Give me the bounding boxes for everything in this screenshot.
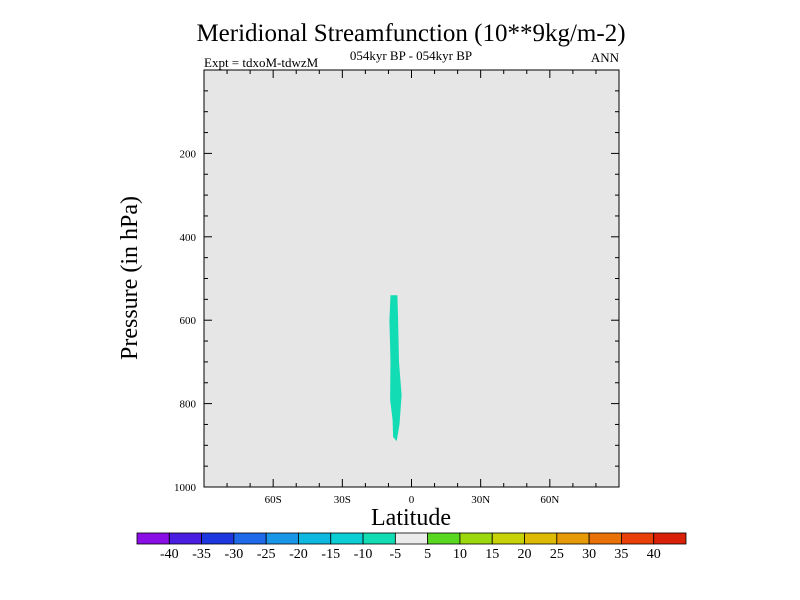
- colorbar-swatch: [201, 532, 235, 545]
- colorbar-swatch: [136, 532, 170, 545]
- colorbar-label: -15: [321, 547, 340, 562]
- colorbar-swatch: [556, 532, 590, 545]
- colorbar-swatch: [459, 532, 493, 545]
- colorbar-swatch: [362, 532, 396, 545]
- colorbar-swatch: [233, 532, 267, 545]
- contour-region: [389, 295, 402, 442]
- colorbar-label: -40: [160, 547, 179, 562]
- colorbar-label: 15: [485, 547, 499, 562]
- colorbar-swatch: [168, 532, 202, 545]
- y-tick-label: 400: [180, 232, 197, 244]
- colorbar-swatch: [330, 532, 364, 545]
- colorbar-swatch: [394, 532, 429, 545]
- y-tick-label: 600: [180, 315, 197, 327]
- x-tick-label: 60N: [540, 494, 559, 506]
- x-tick-label: 30N: [471, 494, 490, 506]
- colorbar-label: 40: [647, 547, 661, 562]
- colorbar-label: -35: [192, 547, 211, 562]
- y-tick-label: 200: [180, 148, 197, 160]
- colorbar-swatch: [265, 532, 299, 545]
- colorbar-swatch: [427, 532, 461, 545]
- colorbar-label: -5: [390, 547, 402, 562]
- contour-regions: [389, 295, 402, 442]
- colorbar-label: -30: [225, 547, 244, 562]
- tick-labels: 60S 30S 0 30N 60N 200 400 600 800 1000: [174, 148, 559, 506]
- y-axis-label: Pressure (in hPa): [117, 196, 143, 360]
- x-tick-label: 30S: [334, 494, 351, 506]
- colorbar-swatch: [524, 532, 558, 545]
- colorbar-label: 35: [614, 547, 628, 562]
- axis-ticks: [204, 70, 619, 488]
- x-tick-label: 0: [409, 494, 415, 506]
- colorbar-swatch: [653, 532, 687, 545]
- colorbar-label: -25: [257, 547, 276, 562]
- colorbar-label: 5: [424, 547, 431, 562]
- colorbar-swatch: [621, 532, 655, 545]
- chart-subtitle: 054kyr BP - 054kyr BP: [350, 48, 472, 63]
- x-axis-label: Latitude: [371, 505, 451, 531]
- colorbar-label: -20: [289, 547, 308, 562]
- colorbar-swatch: [491, 532, 525, 545]
- colorbar-swatch: [298, 532, 332, 545]
- y-tick-label: 800: [180, 399, 197, 411]
- experiment-label: Expt = tdxoM-tdwzM: [204, 55, 319, 70]
- y-tick-label: 1000: [174, 482, 197, 494]
- chart-title: Meridional Streamfunction (10**9kg/m-2): [196, 20, 625, 47]
- colorbar: -40 -35 -30 -25 -20 -15 -10 -5 5 10 15 20 25 30 35 40: [136, 532, 687, 562]
- season-label: ANN: [591, 50, 620, 65]
- plot-background: [204, 70, 619, 487]
- colorbar-label: 25: [550, 547, 564, 562]
- colorbar-swatch: [588, 532, 622, 545]
- colorbar-label: 20: [518, 547, 532, 562]
- colorbar-label: 10: [453, 547, 467, 562]
- x-tick-label: 60S: [265, 494, 282, 506]
- colorbar-label: -10: [354, 547, 373, 562]
- plot-frame: [203, 69, 620, 488]
- colorbar-label: 30: [582, 547, 596, 562]
